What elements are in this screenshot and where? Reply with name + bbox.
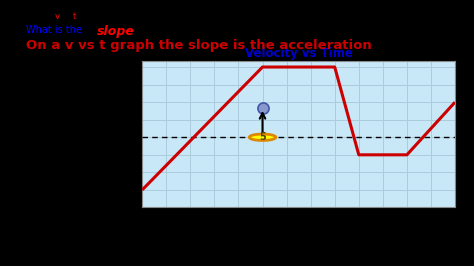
Text: 5: 5 bbox=[259, 132, 266, 142]
Text: slope =: slope = bbox=[26, 219, 69, 230]
Text: slope: slope bbox=[97, 25, 135, 38]
Text: Using: Using bbox=[26, 12, 53, 21]
Circle shape bbox=[249, 134, 276, 140]
Y-axis label: Velocity (m/s): Velocity (m/s) bbox=[108, 103, 116, 165]
Text: at 5 seconds?: at 5 seconds? bbox=[145, 25, 221, 35]
Text: rise: rise bbox=[73, 215, 93, 226]
Text: =  Δ: = Δ bbox=[102, 215, 126, 226]
Text: What is the: What is the bbox=[26, 25, 88, 35]
Text: vs: vs bbox=[59, 12, 74, 21]
Text: Δ: Δ bbox=[102, 241, 124, 251]
Text: On a v vs t graph the slope is the acceleration: On a v vs t graph the slope is the accel… bbox=[26, 39, 372, 52]
Text: t: t bbox=[73, 12, 76, 21]
Text: run: run bbox=[73, 241, 91, 251]
Text: to find the acceleration, a.: to find the acceleration, a. bbox=[77, 12, 193, 21]
Text: v: v bbox=[55, 12, 60, 21]
X-axis label: Time (s): Time (s) bbox=[279, 225, 319, 235]
Title: Velocity vs Time: Velocity vs Time bbox=[245, 47, 353, 60]
